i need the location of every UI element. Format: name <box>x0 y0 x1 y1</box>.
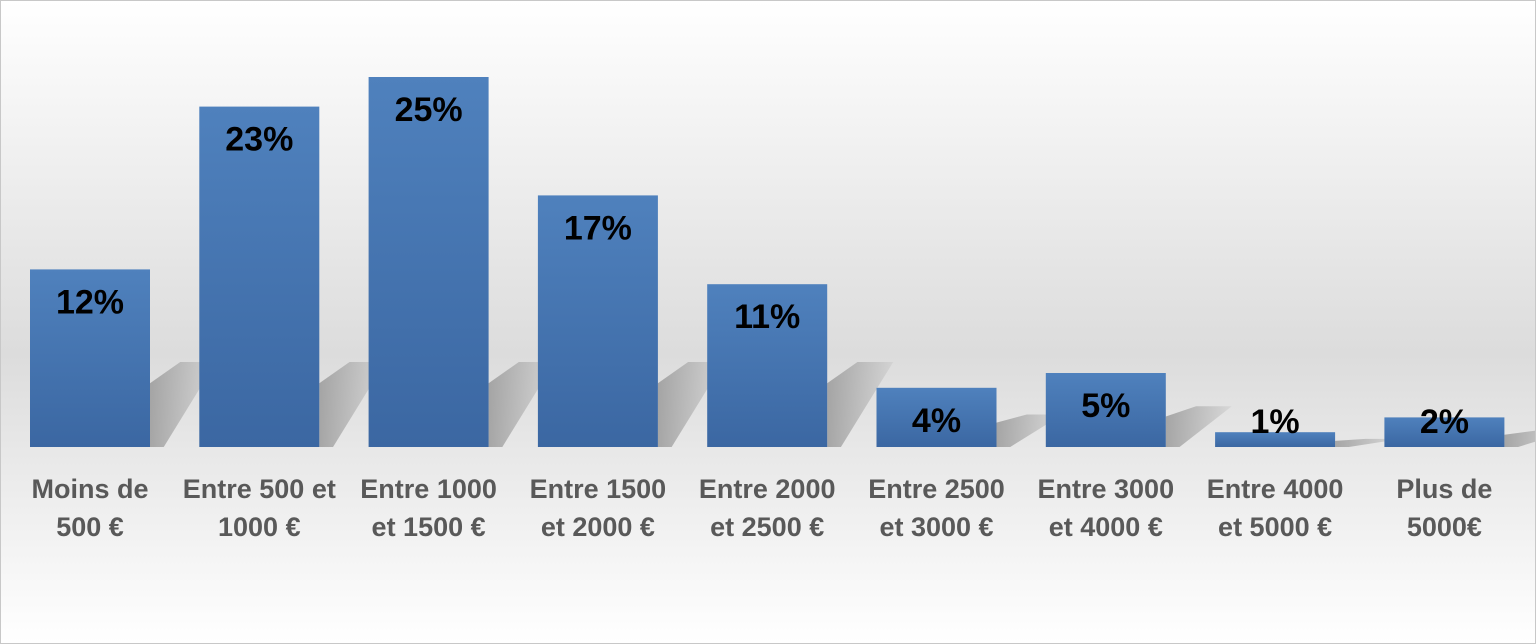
bar-shadow <box>1504 430 1535 447</box>
bar <box>1384 417 1505 447</box>
category-label: Entre 1500 <box>530 474 667 504</box>
category-label: Entre 2500 <box>868 474 1005 504</box>
bar <box>1045 373 1166 447</box>
bar <box>537 195 658 447</box>
category-label: Moins de <box>31 474 148 504</box>
bar <box>30 269 150 447</box>
category-labels: Moins de 500 € Entre 500 et 1000 € Entre 100… <box>31 474 1492 542</box>
bar <box>707 284 828 447</box>
data-label: 4% <box>912 402 961 440</box>
data-labels: 12% 23% 25% 17% 11% 4% 5% 1% 2% <box>56 91 1469 441</box>
data-label: 12% <box>56 283 124 321</box>
category-label: et 4000 € <box>1049 512 1163 542</box>
bar <box>876 387 997 447</box>
bar <box>199 106 320 447</box>
category-label: Entre 4000 <box>1207 474 1344 504</box>
category-label: et 5000 € <box>1218 512 1332 542</box>
category-label: Entre 500 et <box>183 474 336 504</box>
category-label: Plus de <box>1396 474 1492 504</box>
category-label: Entre 2000 <box>699 474 836 504</box>
bars <box>30 77 1505 447</box>
category-label: 1000 € <box>218 512 301 542</box>
category-label: et 1500 € <box>372 512 486 542</box>
data-label: 11% <box>734 298 800 336</box>
category-label: Entre 3000 <box>1038 474 1175 504</box>
bar-shadow <box>1165 406 1232 447</box>
category-label: 500 € <box>56 512 124 542</box>
category-label: et 2500 € <box>710 512 824 542</box>
data-label: 5% <box>1081 387 1130 425</box>
category-label: et 2000 € <box>541 512 655 542</box>
data-label: 1% <box>1251 403 1300 441</box>
data-label: 17% <box>564 209 632 247</box>
bar-shadow <box>827 362 894 447</box>
category-label: 5000€ <box>1407 512 1482 542</box>
bar <box>368 77 489 447</box>
bar <box>1215 432 1336 447</box>
category-label: et 3000 € <box>879 512 993 542</box>
data-label: 25% <box>395 91 463 129</box>
data-label: 2% <box>1420 403 1469 441</box>
data-label: 23% <box>225 121 293 159</box>
category-label: Entre 1000 <box>360 474 497 504</box>
